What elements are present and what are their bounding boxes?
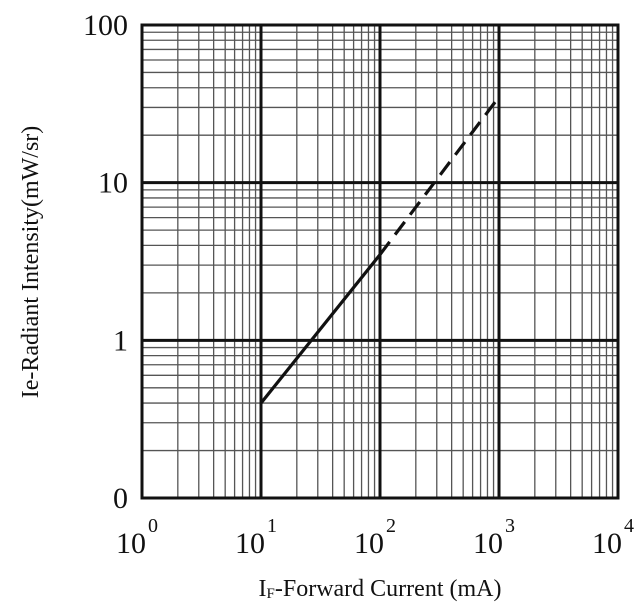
x-tick-base: 10 bbox=[592, 527, 622, 560]
x-axis-title-subscript: F bbox=[267, 586, 275, 602]
x-tick-exponent: 0 bbox=[148, 515, 158, 537]
x-tick-exponent: 2 bbox=[386, 515, 396, 537]
x-axis-title-suffix: -Forward Current (mA) bbox=[275, 576, 502, 602]
major-grid bbox=[142, 25, 618, 498]
y-axis-title: Ie-Radiant Intensity(mW/sr) bbox=[18, 126, 44, 399]
series-line-solid bbox=[259, 253, 382, 405]
x-tick-exponent: 4 bbox=[624, 515, 634, 537]
x-tick-label: 102 bbox=[354, 515, 396, 560]
x-tick-exponent: 1 bbox=[267, 515, 277, 537]
minor-grid bbox=[142, 25, 618, 498]
x-tick-label: 104 bbox=[592, 515, 634, 560]
y-tick-label: 0 bbox=[113, 482, 128, 515]
x-axis-title: IF-Forward Current (mA) bbox=[259, 576, 502, 602]
x-tick-label: 101 bbox=[235, 515, 277, 560]
y-tick-label: 1 bbox=[113, 324, 128, 357]
x-tick-base: 10 bbox=[354, 527, 384, 560]
x-tick-base: 10 bbox=[235, 527, 265, 560]
y-tick-label: 10 bbox=[98, 167, 128, 200]
y-tick-label: 100 bbox=[83, 9, 128, 42]
x-tick-label: 100 bbox=[116, 515, 158, 560]
y-tick-labels: 0 1 10 100 bbox=[83, 9, 128, 515]
x-tick-base: 10 bbox=[116, 527, 146, 560]
series-layer bbox=[259, 95, 501, 405]
series-line-dashed bbox=[378, 95, 501, 256]
x-tick-base: 10 bbox=[473, 527, 503, 560]
x-axis-title-prefix: I bbox=[259, 576, 267, 602]
plot-frame bbox=[140, 23, 620, 500]
x-tick-exponent: 3 bbox=[505, 515, 515, 537]
x-tick-label: 103 bbox=[473, 515, 515, 560]
